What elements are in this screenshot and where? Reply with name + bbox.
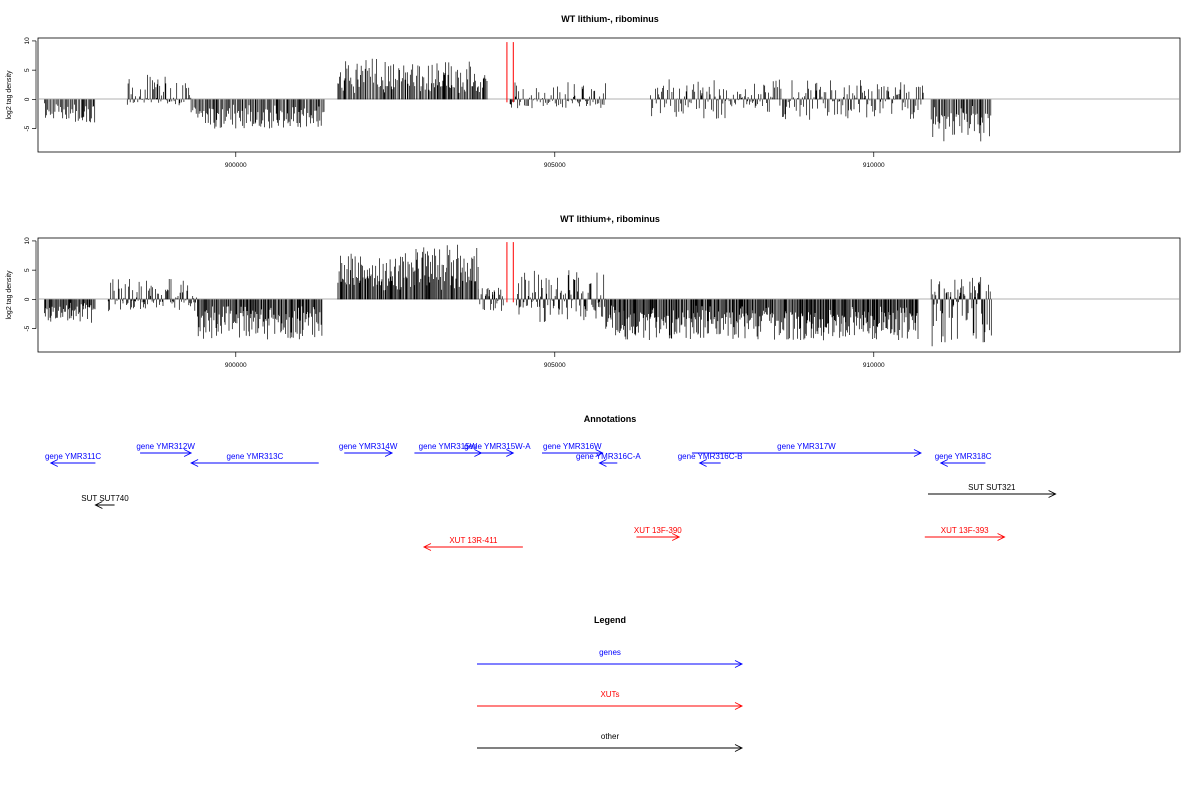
annotation-arrowhead bbox=[474, 449, 483, 457]
panel-lithium-plus: WT lithium+, ribominus log2 tag density … bbox=[6, 214, 1181, 369]
annotation-feature: gene YMR313C bbox=[190, 452, 319, 467]
annotation-feature: XUT 13F-390 bbox=[634, 526, 682, 541]
legend: Legend genes XUTs other bbox=[477, 615, 744, 752]
x-tick-label: 905000 bbox=[544, 362, 566, 369]
x-tick-label: 910000 bbox=[863, 162, 885, 169]
annotation-label: gene YMR316C-B bbox=[678, 452, 743, 461]
annotation-feature: SUT SUT740 bbox=[81, 494, 129, 509]
annotation-arrowhead bbox=[49, 459, 58, 467]
x-tick-label: 900000 bbox=[225, 162, 247, 169]
y-axis: 10 5 0 -5 bbox=[24, 237, 37, 332]
density-bars bbox=[44, 58, 992, 142]
annotation-feature: gene YMR316W bbox=[542, 442, 604, 457]
annotation-feature: XUT 13R-411 bbox=[422, 536, 523, 551]
annotation-label: gene YMR316C-A bbox=[576, 452, 641, 461]
annotation-arrowhead bbox=[384, 449, 394, 457]
y-tick-label: -5 bbox=[24, 325, 31, 331]
y-tick-label: 10 bbox=[24, 237, 31, 245]
x-tick-label: 905000 bbox=[544, 162, 566, 169]
annotation-label: SUT SUT321 bbox=[968, 483, 1016, 492]
annotation-label: gene YMR316W bbox=[543, 442, 602, 451]
legend-label: XUTs bbox=[600, 690, 619, 699]
legend-entry: genes bbox=[477, 648, 744, 668]
annotation-features: gene YMR311C gene YMR312W gene YMR313C gene… bbox=[45, 442, 1057, 551]
legend-arrowhead bbox=[734, 744, 744, 752]
annotation-arrowhead bbox=[598, 459, 607, 467]
x-axis: 900000 905000 910000 bbox=[225, 152, 885, 169]
red-markers bbox=[506, 242, 514, 303]
annotation-label: gene YMR315W-A bbox=[464, 442, 531, 451]
annotation-feature: gene YMR314W bbox=[339, 442, 398, 457]
density-bar-series bbox=[44, 244, 992, 347]
annotation-label: gene YMR313C bbox=[227, 452, 284, 461]
annotation-feature: XUT 13F-393 bbox=[924, 526, 1006, 541]
y-tick-label: 0 bbox=[24, 97, 31, 101]
y-axis-label: log2 tag density bbox=[6, 270, 13, 320]
plot-frame bbox=[37, 37, 1181, 153]
annotation-arrowhead bbox=[422, 543, 432, 551]
annotation-feature: gene YMR315W-A bbox=[464, 442, 531, 457]
legend-arrowhead bbox=[734, 702, 744, 710]
annotation-label: gene YMR312W bbox=[136, 442, 195, 451]
annotation-arrowhead bbox=[939, 459, 948, 467]
annotation-label: gene YMR315W bbox=[419, 442, 478, 451]
annotation-arrowhead bbox=[698, 459, 707, 467]
annotation-feature: gene YMR316C-B bbox=[678, 452, 743, 467]
annotation-label: XUT 13F-390 bbox=[634, 526, 682, 535]
panel-title: WT lithium-, ribominus bbox=[561, 14, 659, 24]
annotation-label: gene YMR314W bbox=[339, 442, 398, 451]
annotation-feature: gene YMR312W bbox=[136, 442, 195, 457]
y-tick-label: 5 bbox=[24, 268, 31, 272]
y-tick-label: 10 bbox=[24, 37, 31, 45]
density-bars bbox=[44, 244, 992, 347]
x-axis: 900000 905000 910000 bbox=[225, 352, 885, 369]
annotation-arrowhead bbox=[913, 449, 922, 457]
annotation-arrowhead bbox=[997, 533, 1006, 541]
legend-entry: XUTs bbox=[477, 690, 744, 710]
annotation-arrowhead bbox=[1048, 490, 1057, 498]
legend-entries: genes XUTs other bbox=[477, 648, 744, 752]
annotation-label: gene YMR311C bbox=[45, 452, 101, 461]
annotation-feature: gene YMR311C bbox=[45, 452, 101, 467]
annotation-feature: SUT SUT321 bbox=[927, 483, 1057, 498]
annotation-arrowhead bbox=[94, 501, 103, 509]
red-markers bbox=[506, 42, 514, 103]
x-tick-label: 900000 bbox=[225, 362, 247, 369]
annotation-feature: gene YMR316C-A bbox=[576, 452, 641, 467]
y-axis-label: log2 tag density bbox=[6, 70, 13, 120]
legend-label: other bbox=[601, 732, 620, 741]
x-tick-label: 910000 bbox=[863, 362, 885, 369]
annotation-arrowhead bbox=[595, 449, 604, 457]
annotations-title: Annotations bbox=[584, 414, 637, 424]
legend-title: Legend bbox=[594, 615, 626, 625]
annotation-feature: gene YMR315W bbox=[414, 442, 483, 457]
annotation-arrowhead bbox=[671, 533, 681, 541]
legend-arrowhead bbox=[734, 660, 744, 668]
y-tick-label: 0 bbox=[24, 297, 31, 301]
annotation-label: gene YMR317W bbox=[777, 442, 836, 451]
y-tick-label: 5 bbox=[24, 68, 31, 72]
annotation-label: XUT 13R-411 bbox=[449, 536, 498, 545]
annotation-arrowhead bbox=[190, 459, 199, 467]
panel-title: WT lithium+, ribominus bbox=[560, 214, 660, 224]
annotation-feature: gene YMR318C bbox=[935, 452, 992, 467]
legend-entry: other bbox=[477, 732, 744, 752]
annotation-label: gene YMR318C bbox=[935, 452, 992, 461]
annotation-label: XUT 13F-393 bbox=[941, 526, 989, 535]
y-tick-label: -5 bbox=[24, 125, 31, 131]
annotation-feature: gene YMR317W bbox=[691, 442, 922, 457]
y-axis: 10 5 0 -5 bbox=[24, 37, 37, 132]
legend-label: genes bbox=[599, 648, 621, 657]
annotation-arrowhead bbox=[506, 449, 515, 457]
density-bar-series bbox=[44, 58, 992, 142]
annotation-label: SUT SUT740 bbox=[81, 494, 129, 503]
plot-frame bbox=[37, 237, 1181, 353]
panel-lithium-minus: WT lithium-, ribominus log2 tag density … bbox=[6, 14, 1181, 169]
annotation-arrowhead bbox=[183, 449, 193, 457]
